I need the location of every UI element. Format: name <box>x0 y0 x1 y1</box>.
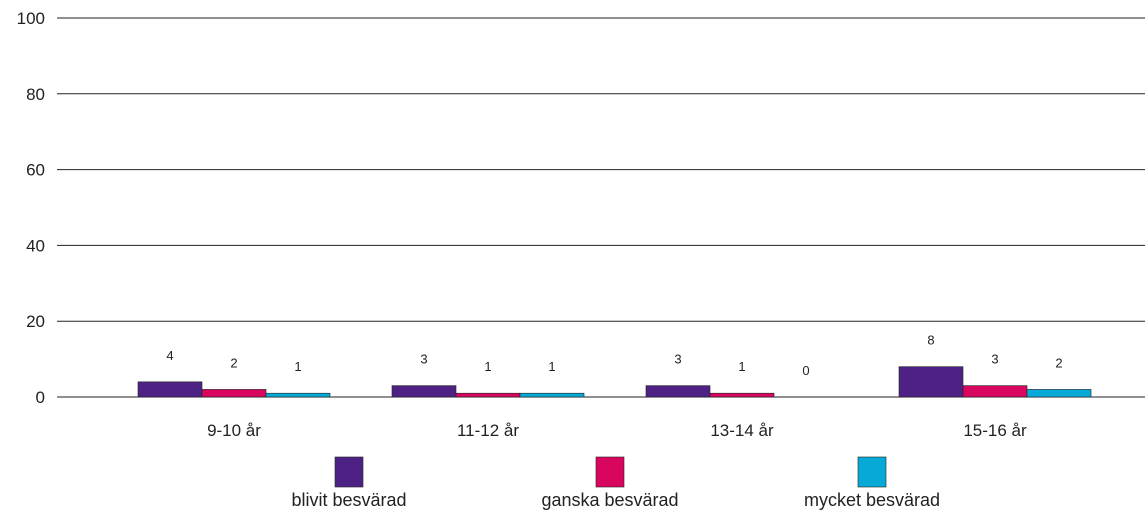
bar <box>645 385 711 398</box>
bar <box>137 381 203 398</box>
y-tick-label: 40 <box>26 236 45 255</box>
bar <box>455 392 521 398</box>
bar <box>1026 389 1092 398</box>
value-label: 2 <box>1055 355 1062 370</box>
y-tick-label: 20 <box>26 312 45 331</box>
category-labels: 9-10 år 11-12 år 13-14 år 15-16 år <box>207 421 1027 440</box>
y-tick-label: 80 <box>26 85 45 104</box>
y-axis-ticks: 0 20 40 60 80 100 <box>17 9 45 407</box>
legend-label: mycket besvärad <box>804 490 940 510</box>
bar <box>265 392 331 398</box>
y-tick-label: 0 <box>36 388 45 407</box>
bar <box>201 389 267 398</box>
category-label: 11-12 år <box>457 421 519 440</box>
category-label: 9-10 år <box>207 421 261 440</box>
value-label: 1 <box>294 359 301 374</box>
legend: blivit besvärad ganska besvärad mycket bes… <box>291 456 940 510</box>
legend-swatch <box>595 456 625 488</box>
bar <box>519 392 585 398</box>
y-tick-label: 100 <box>17 9 45 28</box>
value-label: 3 <box>674 352 681 367</box>
category-label: 13-14 år <box>710 421 774 440</box>
legend-label: ganska besvärad <box>541 490 678 510</box>
value-label: 1 <box>738 359 745 374</box>
value-label: 4 <box>166 348 173 363</box>
value-labels: 4 2 1 3 1 1 3 1 0 8 3 2 <box>166 333 1062 378</box>
value-label: 3 <box>991 352 998 367</box>
bar <box>391 385 457 398</box>
value-label: 1 <box>484 359 491 374</box>
y-tick-label: 60 <box>26 161 45 180</box>
gridlines <box>57 17 1145 398</box>
legend-swatch <box>334 456 364 488</box>
value-label: 3 <box>420 352 427 367</box>
value-label: 0 <box>802 363 809 378</box>
legend-swatch <box>857 456 887 488</box>
bar <box>709 392 775 398</box>
bars <box>137 366 1092 398</box>
bar <box>898 366 964 398</box>
value-label: 1 <box>548 359 555 374</box>
value-label: 2 <box>230 355 237 370</box>
value-label: 8 <box>927 333 934 348</box>
legend-label: blivit besvärad <box>291 490 406 510</box>
category-label: 15-16 år <box>963 421 1027 440</box>
bar <box>962 385 1028 398</box>
